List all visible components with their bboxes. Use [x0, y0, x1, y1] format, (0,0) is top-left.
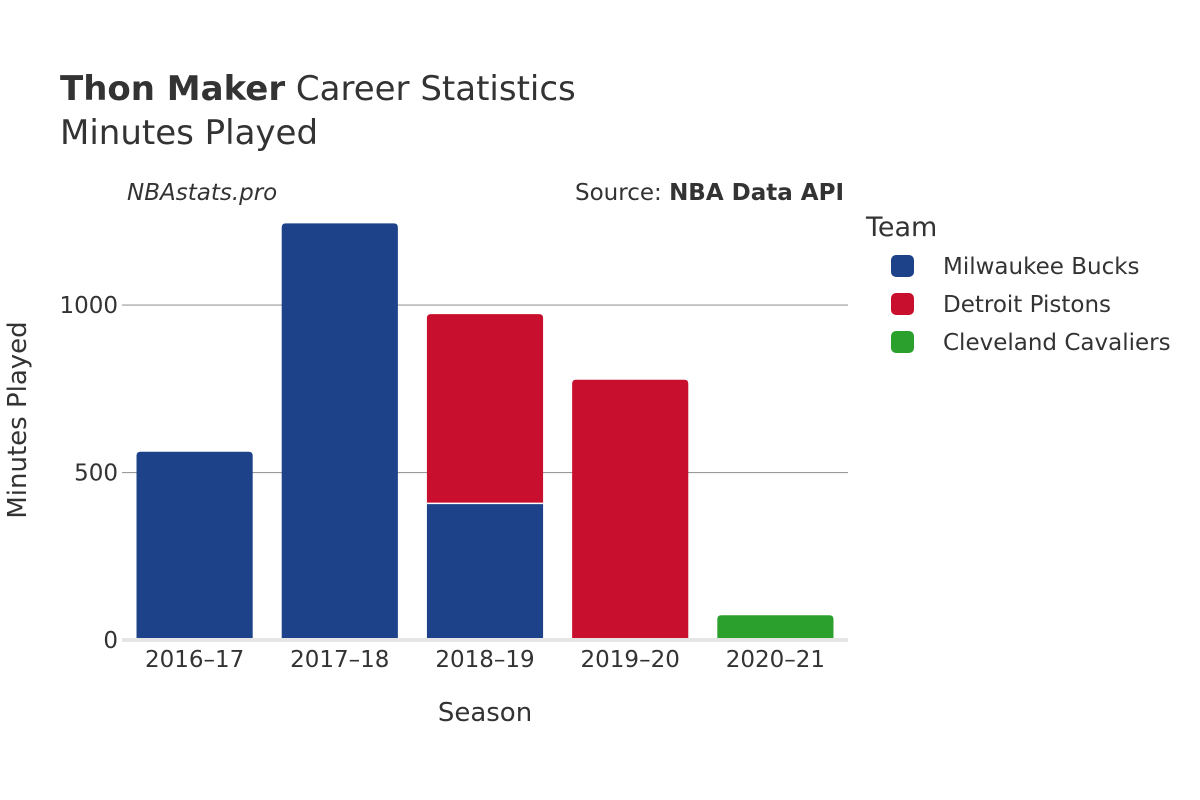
bar	[426, 503, 544, 640]
source-prefix: Source:	[575, 180, 669, 206]
x-tick-label: 2020–21	[726, 647, 825, 673]
legend-item[interactable]: Detroit Pistons	[891, 292, 1111, 318]
legend-swatch	[891, 255, 914, 277]
bar-segment	[281, 223, 398, 640]
legend-label: Cleveland Cavaliers	[943, 330, 1171, 356]
bars	[136, 223, 834, 640]
x-axis-baseline	[122, 638, 848, 642]
bar	[572, 379, 689, 640]
y-tick-labels: 0 500 1000	[59, 293, 118, 654]
source-name: NBA Data API	[669, 180, 844, 206]
bar-segment	[717, 615, 834, 640]
source-note: Source: NBA Data API	[575, 180, 844, 206]
y-axis-title: Minutes Played	[3, 321, 33, 518]
bar	[717, 615, 834, 640]
bar-segment	[426, 503, 544, 640]
x-axis-title: Season	[438, 698, 532, 728]
legend-swatch	[891, 293, 914, 315]
bar	[136, 451, 253, 640]
x-tick-label: 2016–17	[145, 647, 244, 673]
bar	[426, 314, 544, 504]
legend-label: Detroit Pistons	[943, 292, 1111, 318]
legend-label: Milwaukee Bucks	[943, 254, 1140, 280]
chart-subtitle: Minutes Played	[60, 113, 318, 153]
x-tick-labels: 2016–17 2017–18 2018–19 2019–20 2020–21	[145, 647, 825, 673]
legend-swatch	[891, 331, 914, 353]
x-tick-label: 2018–19	[435, 647, 534, 673]
y-tick-label: 0	[103, 628, 118, 654]
legend-title: Team	[865, 212, 937, 243]
chart-title-suffix: Career Statistics	[285, 69, 576, 109]
legend: Team Milwaukee Bucks Detroit Pistons Cleve…	[865, 212, 1171, 356]
chart-title-player: Thon Maker	[60, 69, 285, 109]
legend-item[interactable]: Milwaukee Bucks	[891, 254, 1140, 280]
chart-title: Thon Maker Career Statistics	[60, 69, 576, 109]
bar	[281, 223, 398, 640]
y-tick-label: 500	[74, 461, 118, 487]
watermark: NBAstats.pro	[127, 180, 277, 206]
x-tick-label: 2019–20	[581, 647, 680, 673]
legend-items: Milwaukee Bucks Detroit Pistons Cleveland …	[891, 254, 1171, 356]
x-tick-label: 2017–18	[290, 647, 389, 673]
bar-segment	[572, 379, 689, 640]
y-tick-label: 1000	[59, 293, 118, 319]
bar-segment	[136, 451, 253, 640]
legend-item[interactable]: Cleveland Cavaliers	[891, 330, 1171, 356]
bar-segment	[426, 314, 544, 505]
